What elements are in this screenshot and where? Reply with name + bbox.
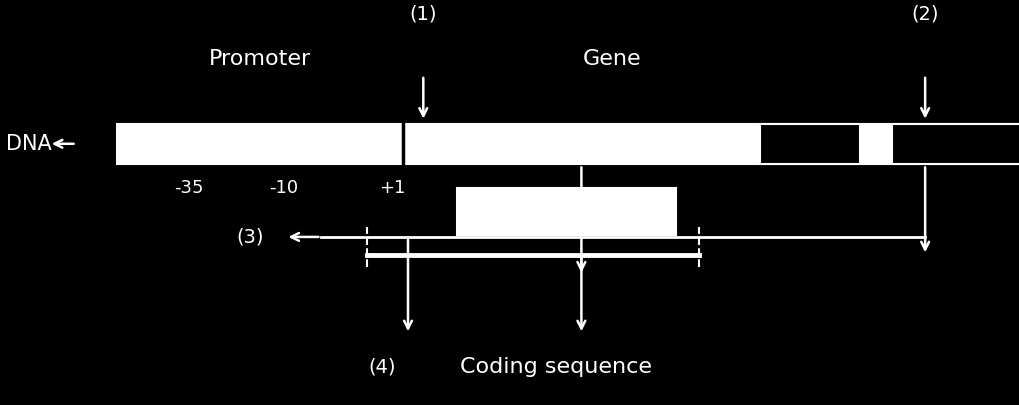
Text: (1): (1) bbox=[410, 5, 436, 23]
Bar bbox=[759, 124, 859, 164]
Text: -35: -35 bbox=[174, 179, 203, 197]
Text: (4): (4) bbox=[369, 357, 395, 376]
Bar bbox=[892, 124, 1019, 164]
Text: Gene: Gene bbox=[582, 49, 641, 69]
Text: (3): (3) bbox=[236, 228, 263, 246]
Text: DNA: DNA bbox=[6, 134, 51, 154]
Text: +1: +1 bbox=[379, 179, 406, 197]
Text: Promoter: Promoter bbox=[209, 49, 311, 69]
Text: Coding sequence: Coding sequence bbox=[460, 356, 651, 377]
Bar bbox=[117, 124, 1019, 164]
Text: (2): (2) bbox=[911, 5, 937, 23]
Bar bbox=[457, 188, 676, 235]
Text: -10: -10 bbox=[269, 179, 298, 197]
